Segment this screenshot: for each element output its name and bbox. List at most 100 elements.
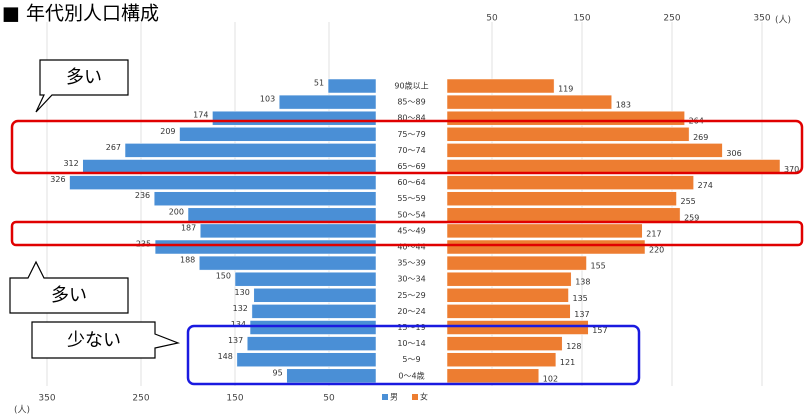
- value-label: 200: [169, 207, 184, 216]
- bar: [236, 352, 377, 367]
- value-label: 236: [135, 191, 150, 200]
- value-label: 174: [193, 111, 208, 120]
- value-label: 312: [63, 159, 78, 168]
- bar: [446, 352, 557, 367]
- value-label: 150: [216, 272, 231, 281]
- value-label: 130: [235, 288, 250, 297]
- bar: [446, 288, 569, 303]
- x-tick-label: 50: [323, 394, 335, 404]
- x-tick-label: 350: [753, 14, 770, 24]
- axis-unit: (人): [14, 405, 30, 416]
- value-label: 157: [592, 326, 607, 335]
- x-tick-label: 350: [38, 394, 55, 404]
- value-label: 137: [574, 310, 589, 319]
- category-label: 80～84: [397, 114, 425, 123]
- value-label: 183: [616, 101, 631, 110]
- category-label: 45～49: [397, 226, 425, 235]
- value-label: 255: [681, 197, 696, 206]
- value-label: 267: [106, 143, 121, 152]
- category-label: 70～74: [397, 146, 425, 155]
- category-label: 50～54: [397, 210, 425, 219]
- category-label: 25～29: [397, 291, 425, 300]
- value-label: 121: [560, 358, 575, 367]
- callout-box: [31, 321, 181, 359]
- callout-box: [9, 260, 129, 314]
- value-label: 274: [698, 181, 713, 190]
- x-tick-label: 250: [663, 14, 680, 24]
- highlight-frame: [10, 119, 804, 175]
- bar: [246, 336, 377, 351]
- highlight-frame: [186, 324, 641, 386]
- bar: [154, 239, 377, 255]
- value-label: 51: [314, 79, 324, 88]
- value-label: 155: [591, 262, 606, 271]
- category-label: 65～69: [397, 162, 425, 171]
- bar: [446, 143, 723, 158]
- x-tick-label: 50: [486, 14, 498, 24]
- value-label: 220: [649, 246, 664, 255]
- bar: [446, 320, 589, 335]
- value-label: 188: [180, 256, 195, 265]
- bar: [179, 127, 377, 142]
- value-label: 326: [50, 175, 65, 184]
- bar: [446, 78, 555, 94]
- category-label: 75～79: [397, 130, 425, 139]
- legend-label: 女: [420, 392, 428, 402]
- bar: [82, 159, 377, 174]
- value-label: 119: [558, 85, 573, 94]
- legend-swatch: [382, 394, 388, 400]
- callout-text: 多い: [51, 285, 87, 306]
- bar: [286, 368, 377, 384]
- callout-text: 多い: [66, 67, 102, 88]
- bar: [446, 368, 540, 384]
- bar: [199, 223, 377, 239]
- bar: [446, 94, 612, 110]
- bar: [253, 288, 377, 303]
- bar: [153, 191, 377, 206]
- category-label: 40～44: [397, 243, 425, 252]
- bar: [446, 223, 643, 239]
- plot: 50 50 150 150 250 250 350 350 (人) (人) 90歳以上 51 119 85…: [14, 14, 799, 416]
- category-label: 30～34: [397, 275, 425, 284]
- bar: [278, 94, 377, 110]
- value-label: 370: [784, 165, 799, 174]
- category-label: 10～14: [397, 339, 425, 348]
- x-tick-label: 150: [573, 14, 590, 24]
- value-label: 95: [273, 368, 283, 377]
- category-label: 60～64: [397, 178, 425, 187]
- bar: [446, 127, 690, 142]
- value-label: 138: [575, 278, 590, 287]
- bar: [446, 336, 563, 351]
- bar: [446, 304, 571, 319]
- highlight-frame: [10, 220, 804, 247]
- bar: [212, 110, 377, 126]
- category-label: 20～24: [397, 307, 425, 316]
- category-label: 15～19: [397, 323, 425, 332]
- bar: [446, 239, 646, 255]
- value-label: 135: [573, 294, 588, 303]
- value-label: 209: [160, 127, 175, 136]
- bar: [199, 255, 377, 271]
- x-tick-label: 250: [132, 394, 149, 404]
- x-tick-label: 150: [226, 394, 243, 404]
- category-label: 90歳以上: [394, 81, 428, 91]
- bar: [446, 271, 572, 287]
- callout-box: [35, 59, 129, 113]
- value-label: 137: [228, 336, 243, 345]
- chart-title: ■ 年代別人口構成: [2, 3, 159, 25]
- bar: [327, 78, 377, 94]
- legend-swatch: [412, 394, 418, 400]
- callout-text: 少ない: [67, 330, 121, 351]
- value-label: 132: [233, 304, 248, 313]
- bar: [446, 175, 694, 190]
- bar: [446, 159, 781, 174]
- axis-unit: (人): [775, 15, 791, 26]
- category-label: 55～59: [397, 194, 425, 203]
- category-label: 0～4歳: [398, 370, 424, 380]
- bar: [446, 207, 681, 223]
- value-label: 134: [231, 320, 246, 329]
- bar: [187, 207, 377, 223]
- bar: [124, 143, 377, 158]
- bar: [446, 255, 587, 271]
